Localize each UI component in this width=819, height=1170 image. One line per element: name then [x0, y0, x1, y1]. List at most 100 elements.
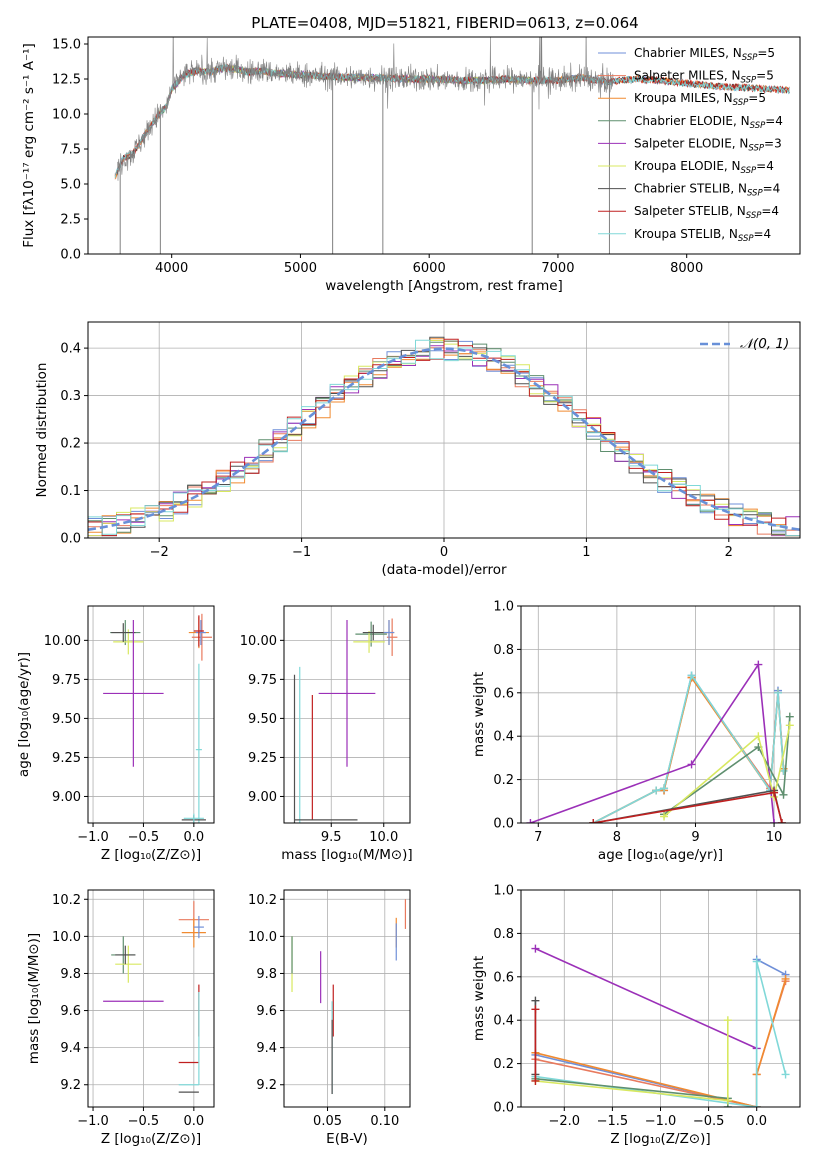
x-tick-label: 7000: [541, 261, 574, 276]
y-tick-label: 9.00: [248, 790, 277, 805]
y-tick-label: 0.0: [60, 532, 81, 547]
y-tick-label: 10.00: [44, 634, 81, 649]
plot-area: [291, 899, 407, 1095]
weight-marker-se: [687, 760, 696, 769]
x-tick-label: 8: [613, 830, 621, 845]
chart-residual_histogram: −2 −1 0 1 2 0.0 0.1 0.2 0.3 0.4 (data-model)/error…: [34, 321, 801, 578]
y-tick-label: 10.2: [52, 893, 81, 908]
errorbar-point-ke: [115, 945, 142, 983]
x-axis-label: age [log₁₀(age/yr)]: [598, 847, 723, 863]
axes-frame: [283, 889, 411, 1108]
y-tick-label: 0.0: [493, 1101, 514, 1116]
legend-suffix: =4: [761, 204, 779, 218]
x-tick-label: 0.0: [183, 1114, 204, 1129]
legend-sub: SSP: [733, 98, 749, 108]
x-tick-label: 9.5: [321, 830, 342, 845]
x-tick-label: 0.0: [183, 830, 204, 845]
legend-text: Salpeter MILES, N: [634, 69, 741, 83]
x-tick-label: 10.0: [369, 830, 398, 845]
y-tick-label: 9.4: [256, 1041, 277, 1056]
legend-label: Kroupa MILES, NSSP=5: [634, 91, 766, 108]
x-tick-label: 0.10: [370, 1114, 399, 1129]
y-tick-label: 9.75: [52, 673, 81, 688]
y-tick-label: 10.0: [248, 930, 277, 945]
y-tick-label: 0.4: [60, 342, 81, 357]
chart-age_vs_Z: −1.0 −0.5 0.0 9.00 9.25 9.50 9.75 10.00 Z [log₁₀…: [16, 605, 215, 863]
legend-label: Salpeter MILES, NSSP=5: [634, 69, 774, 86]
chart-mass_vs_Z: −1.0 −0.5 0.0 9.2 9.4 9.6 9.8 10.0 10.2 Z [log₁₀(…: [26, 889, 215, 1147]
gridlines: [88, 606, 214, 823]
weight-marker-ce: [785, 712, 794, 721]
errorbar-point-se: [318, 620, 376, 767]
y-tick-label: 1.0: [493, 884, 514, 899]
weight-marker-ks: [781, 1070, 790, 1079]
histogram-ss: [88, 338, 800, 537]
errorbar-point-ks: [183, 813, 204, 823]
plot-area: [103, 901, 209, 1093]
legend-sub: SSP: [741, 76, 757, 86]
x-tick-label: −1.0: [645, 1114, 677, 1129]
y-tick-label: 0.0: [60, 248, 81, 263]
y-tick-label: 9.2: [256, 1078, 277, 1093]
chart-spectrum: 4000 5000 6000 7000 8000 0.0 2.5 5.0 7.5 10.0 12.5…: [21, 36, 801, 294]
weight-marker-ss: [531, 1005, 540, 1014]
legend-text: Kroupa STELIB, N: [634, 227, 738, 241]
y-tick-label: 0.0: [493, 817, 514, 832]
x-tick-label: −0.5: [128, 1114, 160, 1129]
x-axis-label: wavelength [Angstrom, rest frame]: [325, 278, 563, 294]
y-tick-label: 9.6: [256, 1004, 277, 1019]
x-tick-label: 10: [766, 830, 783, 845]
y-tick-label: 9.50: [52, 712, 81, 727]
y-tick-label: 9.2: [60, 1078, 81, 1093]
chart-age_vs_mass: 9.5 10.0 9.00 9.25 9.50 9.75 10.00 mass [log₁₀(…: [240, 605, 413, 863]
weight-marker-cs: [531, 996, 540, 1005]
weight-marker-ss: [531, 1076, 540, 1085]
weight-line-se: [535, 947, 758, 1050]
y-tick-label: 9.25: [248, 751, 277, 766]
y-tick-label: 0.6: [493, 970, 514, 985]
weight-marker-ss: [770, 788, 779, 797]
y-tick-label: 7.5: [60, 143, 81, 158]
legend-label: Salpeter STELIB, NSSP=4: [634, 204, 779, 221]
y-tick-label: 9.4: [60, 1041, 81, 1056]
legend-sub: SSP: [741, 166, 757, 176]
y-tick-label: 9.00: [52, 790, 81, 805]
errorbar-point-cs: [111, 623, 136, 642]
chart-mass_vs_ebv: 0.05 0.10 9.2 9.4 9.6 9.8 10.0 10.2 E(B-V): [248, 889, 411, 1147]
gridlines: [88, 890, 214, 1107]
x-tick-label: 4000: [155, 261, 188, 276]
y-tick-label: 0.3: [60, 389, 81, 404]
weight-marker-ss: [589, 819, 598, 823]
legend-text: Chabrier MILES, N: [634, 46, 742, 60]
plot-area: [526, 660, 794, 823]
weight-marker-ks: [660, 784, 669, 793]
weight-marker-se: [526, 819, 535, 823]
y-tick-label: 0.4: [493, 1014, 514, 1029]
legend-text: Salpeter STELIB, N: [634, 204, 746, 218]
y-tick-label: 0.8: [493, 643, 514, 658]
legend-text: Chabrier ELODIE, N: [634, 114, 750, 128]
chart-weight_vs_age: 7 8 9 10 0.0 0.2 0.4 0.6 0.8 1.0 age [log₁₀(age/yr…: [471, 600, 801, 863]
x-tick-label: 6000: [413, 261, 446, 276]
x-axis-label: E(B-V): [326, 1131, 368, 1147]
y-tick-label: 0.2: [493, 773, 514, 788]
y-tick-label: 9.50: [248, 712, 277, 727]
weight-marker-ks: [773, 688, 782, 697]
weight-line-ke: [663, 725, 791, 818]
y-tick-label: 2.5: [60, 213, 81, 228]
y-axis-label: mass weight: [471, 956, 487, 1041]
y-tick-label: 0.6: [493, 686, 514, 701]
weight-line-se: [530, 662, 775, 823]
x-tick-label: −1.0: [77, 1114, 109, 1129]
errorbar-point-ke: [113, 629, 144, 655]
normal-curve: [88, 347, 800, 531]
x-axis-label: Z [log₁₀(Z/Z⊙)]: [610, 1131, 710, 1147]
normal-legend-label: 𝒩(0, 1): [740, 336, 789, 352]
errorbar-point-cs: [115, 945, 136, 965]
weight-marker-ke: [723, 1096, 732, 1105]
errorbar-point-sm: [191, 613, 212, 661]
x-tick-label: −2: [150, 545, 169, 560]
legend-suffix: =4: [763, 182, 781, 196]
axes-frame: [87, 321, 801, 539]
